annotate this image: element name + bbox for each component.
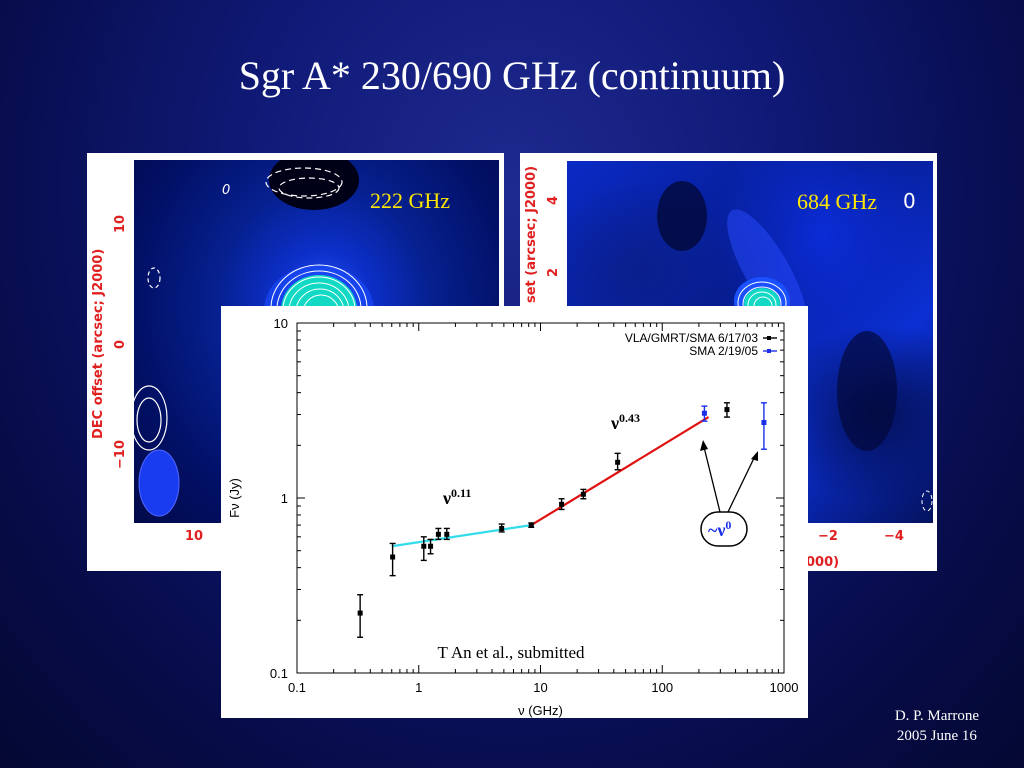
- legend-label-2: SMA 2/19/05: [689, 344, 758, 358]
- map-684ghz-x-tick-2: −4: [884, 529, 904, 544]
- slope-label-flat-base: ~ν: [708, 520, 725, 540]
- map-684ghz-y-tick-2: 2: [546, 267, 561, 277]
- plot-frame: [296, 322, 785, 674]
- slope-label-043-base: ν: [610, 413, 619, 433]
- sed-plot-panel: 0.1 1 10 100 1000 0.1 1 10 ν (GHz) Fν (Jy) VLA/GMR…: [221, 306, 808, 718]
- fit-line-2: [530, 416, 710, 527]
- arrow-line-222: [702, 442, 721, 513]
- data-point: [444, 531, 450, 537]
- arrow-line-684: [727, 453, 757, 513]
- slope-label-011: ν0.11: [442, 486, 471, 508]
- credit-date: 2005 June 16: [896, 728, 977, 744]
- x-tick-label: 1000: [770, 680, 799, 695]
- map-222ghz-x-tick: 10: [185, 529, 204, 544]
- map-684ghz-y-tick-1: 4: [546, 195, 561, 205]
- x-tick-label: 100: [651, 680, 673, 695]
- data-point: [357, 610, 363, 616]
- y-tick-label: 0.1: [270, 666, 288, 681]
- map-222ghz-y-tick-2: 0: [113, 339, 128, 349]
- arrow-head-684: [751, 451, 758, 461]
- slope-label-043-exponent: 0.43: [619, 411, 640, 425]
- fit-line-1: [391, 524, 532, 548]
- data-point: [761, 420, 767, 426]
- legend-marker: [767, 336, 771, 340]
- x-tick-label: 1: [415, 680, 422, 695]
- map-684ghz-label: 684 GHz: [797, 189, 878, 214]
- map-684ghz-x-label-fragment: 000): [806, 555, 840, 570]
- x-tick-label: 10: [533, 680, 547, 695]
- map-222ghz-contour-label: 0: [222, 183, 230, 198]
- map-222ghz-y-tick-3: −10: [113, 440, 128, 469]
- data-point: [701, 410, 707, 416]
- citation-text: T An et al., submitted: [437, 643, 585, 662]
- data-point: [499, 525, 505, 531]
- data-point: [390, 554, 396, 560]
- slope-label-011-exponent: 0.11: [451, 486, 471, 500]
- data-point: [580, 491, 586, 497]
- x-axis-label: ν (GHz): [518, 703, 563, 718]
- map-684ghz-y-label: set (arcsec; J2000): [524, 165, 539, 303]
- data-point: [559, 501, 565, 507]
- map-222ghz-label: 222 GHz: [370, 188, 451, 213]
- arrow-head-222: [700, 440, 708, 451]
- credit-author: D. P. Marrone: [894, 708, 979, 724]
- map-222ghz-y-tick-1: 10: [113, 214, 128, 233]
- data-point: [528, 522, 534, 528]
- slope-label-flat-exponent: 0: [725, 518, 731, 532]
- y-axis-label: Fν (Jy): [227, 478, 242, 518]
- data-point: [428, 543, 434, 549]
- data-point: [421, 543, 427, 549]
- slope-label-011-base: ν: [442, 488, 451, 508]
- flat-spectrum-box: [700, 511, 748, 547]
- map-684ghz-x-tick-1: −2: [818, 529, 838, 544]
- slide-title: Sgr A* 230/690 GHz (continuum): [238, 53, 786, 98]
- map-222ghz-y-label: DEC offset (arcsec; J2000): [91, 248, 106, 439]
- slope-label-flat: ~ν0: [708, 518, 731, 540]
- data-point: [724, 407, 730, 413]
- data-point: [615, 459, 621, 465]
- legend-label-1: VLA/GMRT/SMA 6/17/03: [625, 331, 758, 345]
- data-point: [435, 531, 441, 537]
- y-tick-label: 1: [281, 491, 288, 506]
- map-684ghz-contour-label: 0: [903, 189, 916, 213]
- y-tick-label: 10: [274, 316, 288, 331]
- slope-label-043: ν0.43: [610, 411, 640, 433]
- x-tick-label: 0.1: [288, 680, 306, 695]
- legend-marker: [767, 349, 771, 353]
- slide-credit: D. P. Marrone 2005 June 16: [895, 706, 979, 746]
